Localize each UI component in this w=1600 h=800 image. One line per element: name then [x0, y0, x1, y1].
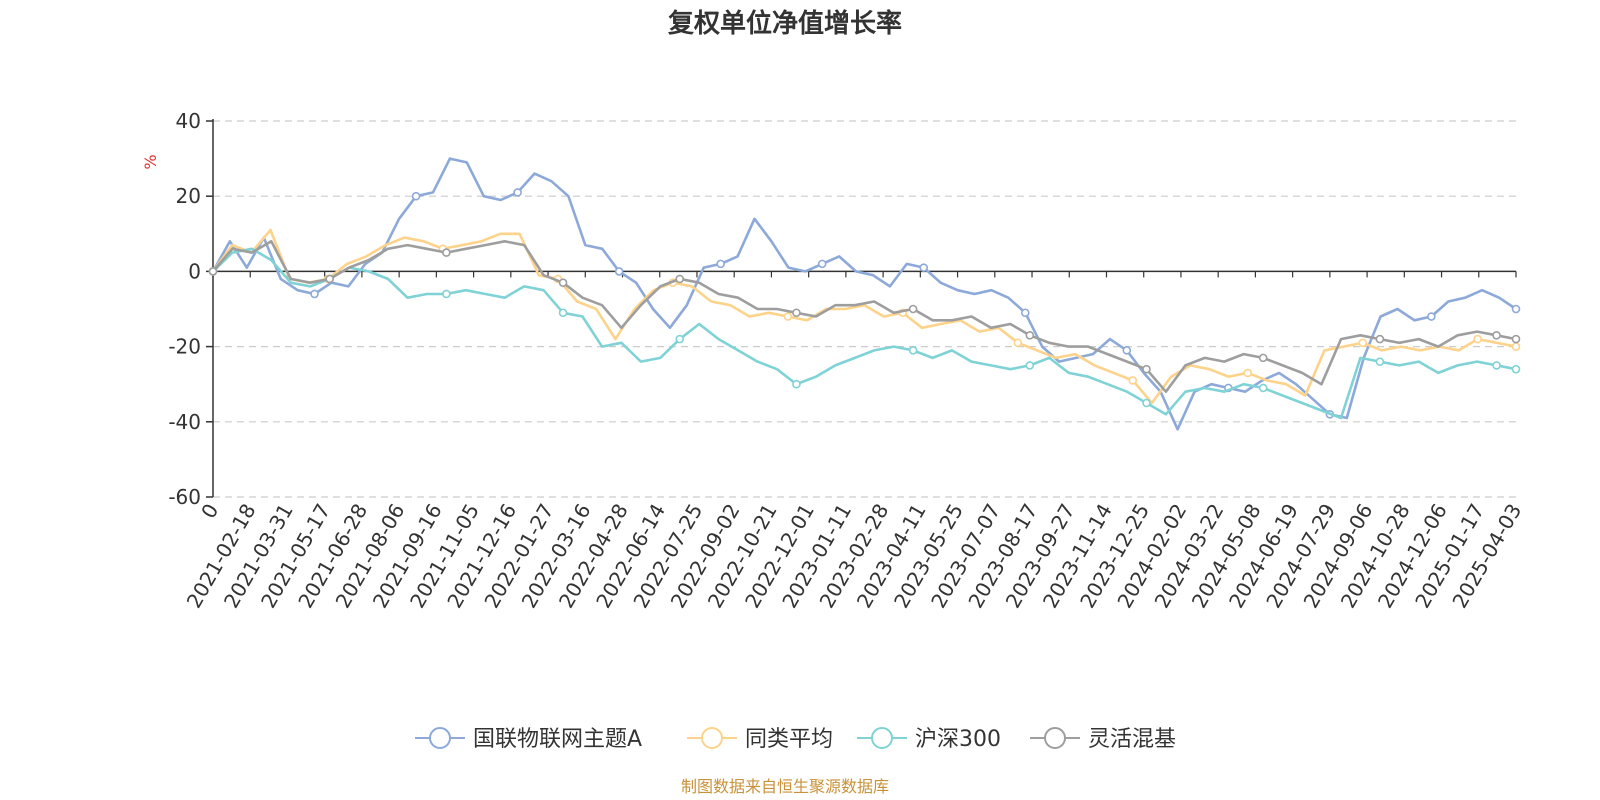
data-point: [1243, 368, 1253, 378]
data-point: [1025, 361, 1035, 370]
y-tick-labels: 40 20 0 -20 -40 -60: [168, 109, 201, 509]
data-point: [908, 304, 918, 314]
data-point: [675, 334, 685, 344]
data-point: [1142, 398, 1151, 408]
legend-marker: [429, 727, 451, 749]
data-point: [558, 308, 568, 318]
data-point: [792, 308, 801, 318]
data-point: [1473, 334, 1482, 344]
data-point: [513, 188, 522, 197]
legend-item-2[interactable]: 同类平均: [687, 727, 833, 752]
data-point: [919, 263, 929, 272]
data-point: [1427, 312, 1436, 321]
legend-item-1[interactable]: 国联物联网主题A: [415, 727, 642, 752]
data-point: [1142, 364, 1151, 374]
data-point: [442, 289, 451, 299]
data-point: [1122, 346, 1132, 355]
data-point: [1025, 331, 1035, 340]
data-point: [1492, 331, 1501, 340]
y-unit-label: %: [141, 154, 160, 169]
data-point: [792, 379, 801, 389]
legend-marker: [871, 727, 893, 749]
data-point: [310, 289, 319, 299]
data-point: [208, 267, 218, 276]
legend-label: 同类平均: [745, 727, 833, 752]
series-group: [208, 157, 1521, 431]
data-point: [783, 312, 793, 321]
data-point: [442, 248, 451, 257]
legend-label: 国联物联网主题A: [473, 727, 642, 752]
data-source-note: 制图数据来自恒生聚源数据库: [681, 777, 889, 796]
y-tick-label: 20: [176, 184, 201, 208]
y-tick-label: 40: [176, 109, 201, 133]
series-line: [211, 228, 1517, 405]
data-point: [1511, 342, 1521, 351]
data-point: [716, 259, 725, 269]
data-point: [1375, 357, 1385, 366]
data-point: [1258, 353, 1268, 363]
legend-marker: [701, 727, 723, 749]
y-tick-label: -40: [168, 410, 201, 434]
series-line: [212, 247, 1517, 420]
series-2: [208, 228, 1521, 405]
data-point: [817, 259, 827, 269]
legend-item-3[interactable]: 沪深300: [857, 727, 1001, 752]
data-point: [1511, 304, 1521, 314]
data-point: [1013, 338, 1023, 348]
series-line: [212, 240, 1517, 394]
data-point: [411, 191, 421, 201]
data-point: [1375, 334, 1385, 344]
data-point: [908, 346, 918, 355]
chart-title: 复权单位净值增长率: [668, 8, 902, 39]
series-4: [208, 240, 1521, 394]
data-point: [325, 274, 334, 284]
data-point: [1258, 383, 1268, 393]
x-tick-label: 0: [196, 500, 223, 523]
y-tick-label: 0: [188, 259, 201, 283]
legend-label: 灵活混基: [1088, 727, 1176, 752]
series-3: [208, 247, 1521, 420]
data-point: [1511, 334, 1521, 344]
data-point: [1511, 364, 1521, 374]
series-1: [208, 157, 1521, 431]
data-point: [1128, 376, 1138, 385]
data-point: [1492, 361, 1501, 370]
grid-lines: [213, 120, 1516, 498]
x-tick-labels: 02021-02-182021-03-312021-05-172021-06-2…: [182, 499, 1527, 612]
y-tick-label: -60: [168, 485, 201, 509]
axes: [206, 119, 1517, 498]
data-point: [558, 278, 568, 287]
legend-label: 沪深300: [915, 727, 1001, 752]
legend-marker: [1044, 727, 1066, 749]
legend-item-4[interactable]: 灵活混基: [1030, 727, 1176, 752]
legend[interactable]: 国联物联网主题A 同类平均 沪深300 灵活混基: [415, 727, 1176, 752]
data-point: [614, 267, 624, 276]
series-line: [211, 157, 1517, 431]
data-point: [675, 274, 685, 284]
y-tick-label: -20: [168, 335, 201, 359]
data-point: [1020, 308, 1030, 318]
data-point: [1358, 338, 1368, 348]
